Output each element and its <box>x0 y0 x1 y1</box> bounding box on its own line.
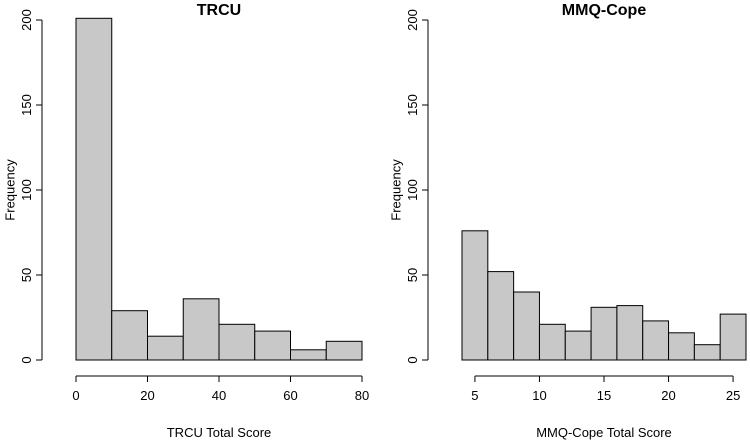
mmq-cope-x-axis-label: MMQ-Cope Total Score <box>536 425 672 440</box>
trcu-y-tick-label: 0 <box>19 356 34 363</box>
mmq-cope-histogram-panel: MMQ-Cope MMQ-Cope Total Score Frequency … <box>389 2 747 440</box>
mmq-cope-x-axis: 5 10 15 20 25 <box>471 375 740 403</box>
mmq-cope-bar <box>564 330 592 361</box>
mmq-cope-y-tick-label: 150 <box>405 94 420 116</box>
mmq-cope-bar <box>668 332 695 361</box>
trcu-histogram-panel: TRCU TRCU Total Score Frequency 0 20 40 60 8… <box>3 2 370 440</box>
mmq-cope-y-tick-label: 50 <box>405 268 420 282</box>
mmq-cope-x-tick-label: 10 <box>532 388 546 403</box>
trcu-chart-title: TRCU <box>197 2 241 19</box>
trcu-y-tick-label: 100 <box>19 179 34 201</box>
trcu-x-tick-label: 80 <box>355 388 369 403</box>
mmq-cope-chart-title: MMQ-Cope <box>562 2 647 19</box>
trcu-bar <box>325 340 363 361</box>
trcu-bar <box>218 323 256 361</box>
trcu-x-tick-label: 60 <box>283 388 297 403</box>
trcu-x-tick-label: 40 <box>212 388 226 403</box>
mmq-cope-bar <box>461 230 489 361</box>
mmq-cope-y-tick-label: 100 <box>405 179 420 201</box>
trcu-x-axis: 0 20 40 60 80 <box>72 375 369 403</box>
mmq-cope-bar <box>538 323 566 361</box>
mmq-cope-bar <box>693 344 721 361</box>
trcu-x-tick-label: 20 <box>140 388 154 403</box>
mmq-cope-x-tick-label: 5 <box>471 388 478 403</box>
trcu-bar <box>290 349 327 361</box>
mmq-cope-x-tick-label: 25 <box>726 388 740 403</box>
trcu-bar <box>182 298 220 361</box>
mmq-cope-x-tick-label: 20 <box>661 388 675 403</box>
mmq-cope-bars <box>461 230 747 361</box>
mmq-cope-bar <box>487 271 515 361</box>
trcu-bar <box>147 335 184 361</box>
trcu-y-tick-label: 50 <box>19 268 34 282</box>
mmq-cope-x-tick-label: 15 <box>597 388 611 403</box>
mmq-cope-y-tick-label: 200 <box>405 9 420 31</box>
mmq-cope-bar <box>513 291 540 361</box>
trcu-bar <box>254 330 291 361</box>
trcu-y-axis-label: Frequency <box>3 159 18 221</box>
mmq-cope-bar <box>616 305 644 361</box>
trcu-x-axis-label: TRCU Total Score <box>167 425 272 440</box>
trcu-bar <box>75 17 113 361</box>
trcu-bar <box>111 310 148 361</box>
trcu-y-axis: 0 50 100 150 200 <box>19 9 43 364</box>
mmq-cope-y-tick-label: 0 <box>405 356 420 363</box>
trcu-y-tick-label: 150 <box>19 94 34 116</box>
trcu-y-tick-label: 200 <box>19 9 34 31</box>
mmq-cope-bar <box>642 320 670 361</box>
mmq-cope-bar <box>590 306 618 361</box>
trcu-bars <box>75 17 363 361</box>
trcu-x-tick-label: 0 <box>72 388 79 403</box>
mmq-cope-y-axis: 0 50 100 150 200 <box>405 9 429 364</box>
mmq-cope-y-axis-label: Frequency <box>389 159 404 221</box>
mmq-cope-bar <box>719 313 747 361</box>
